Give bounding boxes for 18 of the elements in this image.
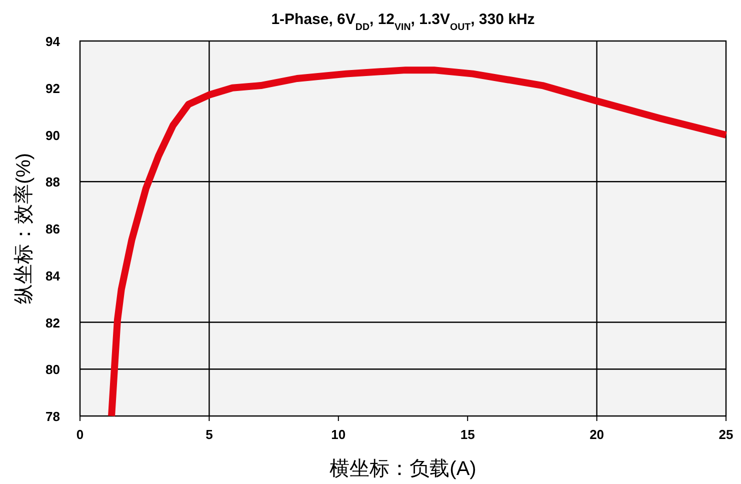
y-tick-label: 86 [46,222,60,236]
y-tick-label: 94 [46,34,61,49]
y-tick-label: 92 [46,80,60,96]
x-axis-title: 横坐标：负载(A) [330,458,476,480]
y-tick-label: 80 [46,362,60,378]
y-tick-label: 84 [46,268,61,284]
y-tick-label: 82 [46,315,60,330]
y-axis-title: 纵坐标：效率(%) [13,152,35,304]
x-tick-label: 0 [76,427,84,442]
x-tick-label: 5 [206,427,213,442]
y-tick-label: 78 [46,409,60,424]
x-tick-label: 20 [590,427,604,442]
x-tick-label: 15 [460,427,475,442]
x-tick-label: 25 [718,427,734,442]
x-tick-label: 10 [331,427,346,442]
y-tick-label: 88 [46,174,60,190]
y-tick-label: 90 [46,128,60,143]
chart-title: 1-Phase, 6V$_{DD}$, 12$_{VIN}$, 1.3V$_{OUT}$, 330 kHz [271,11,535,32]
